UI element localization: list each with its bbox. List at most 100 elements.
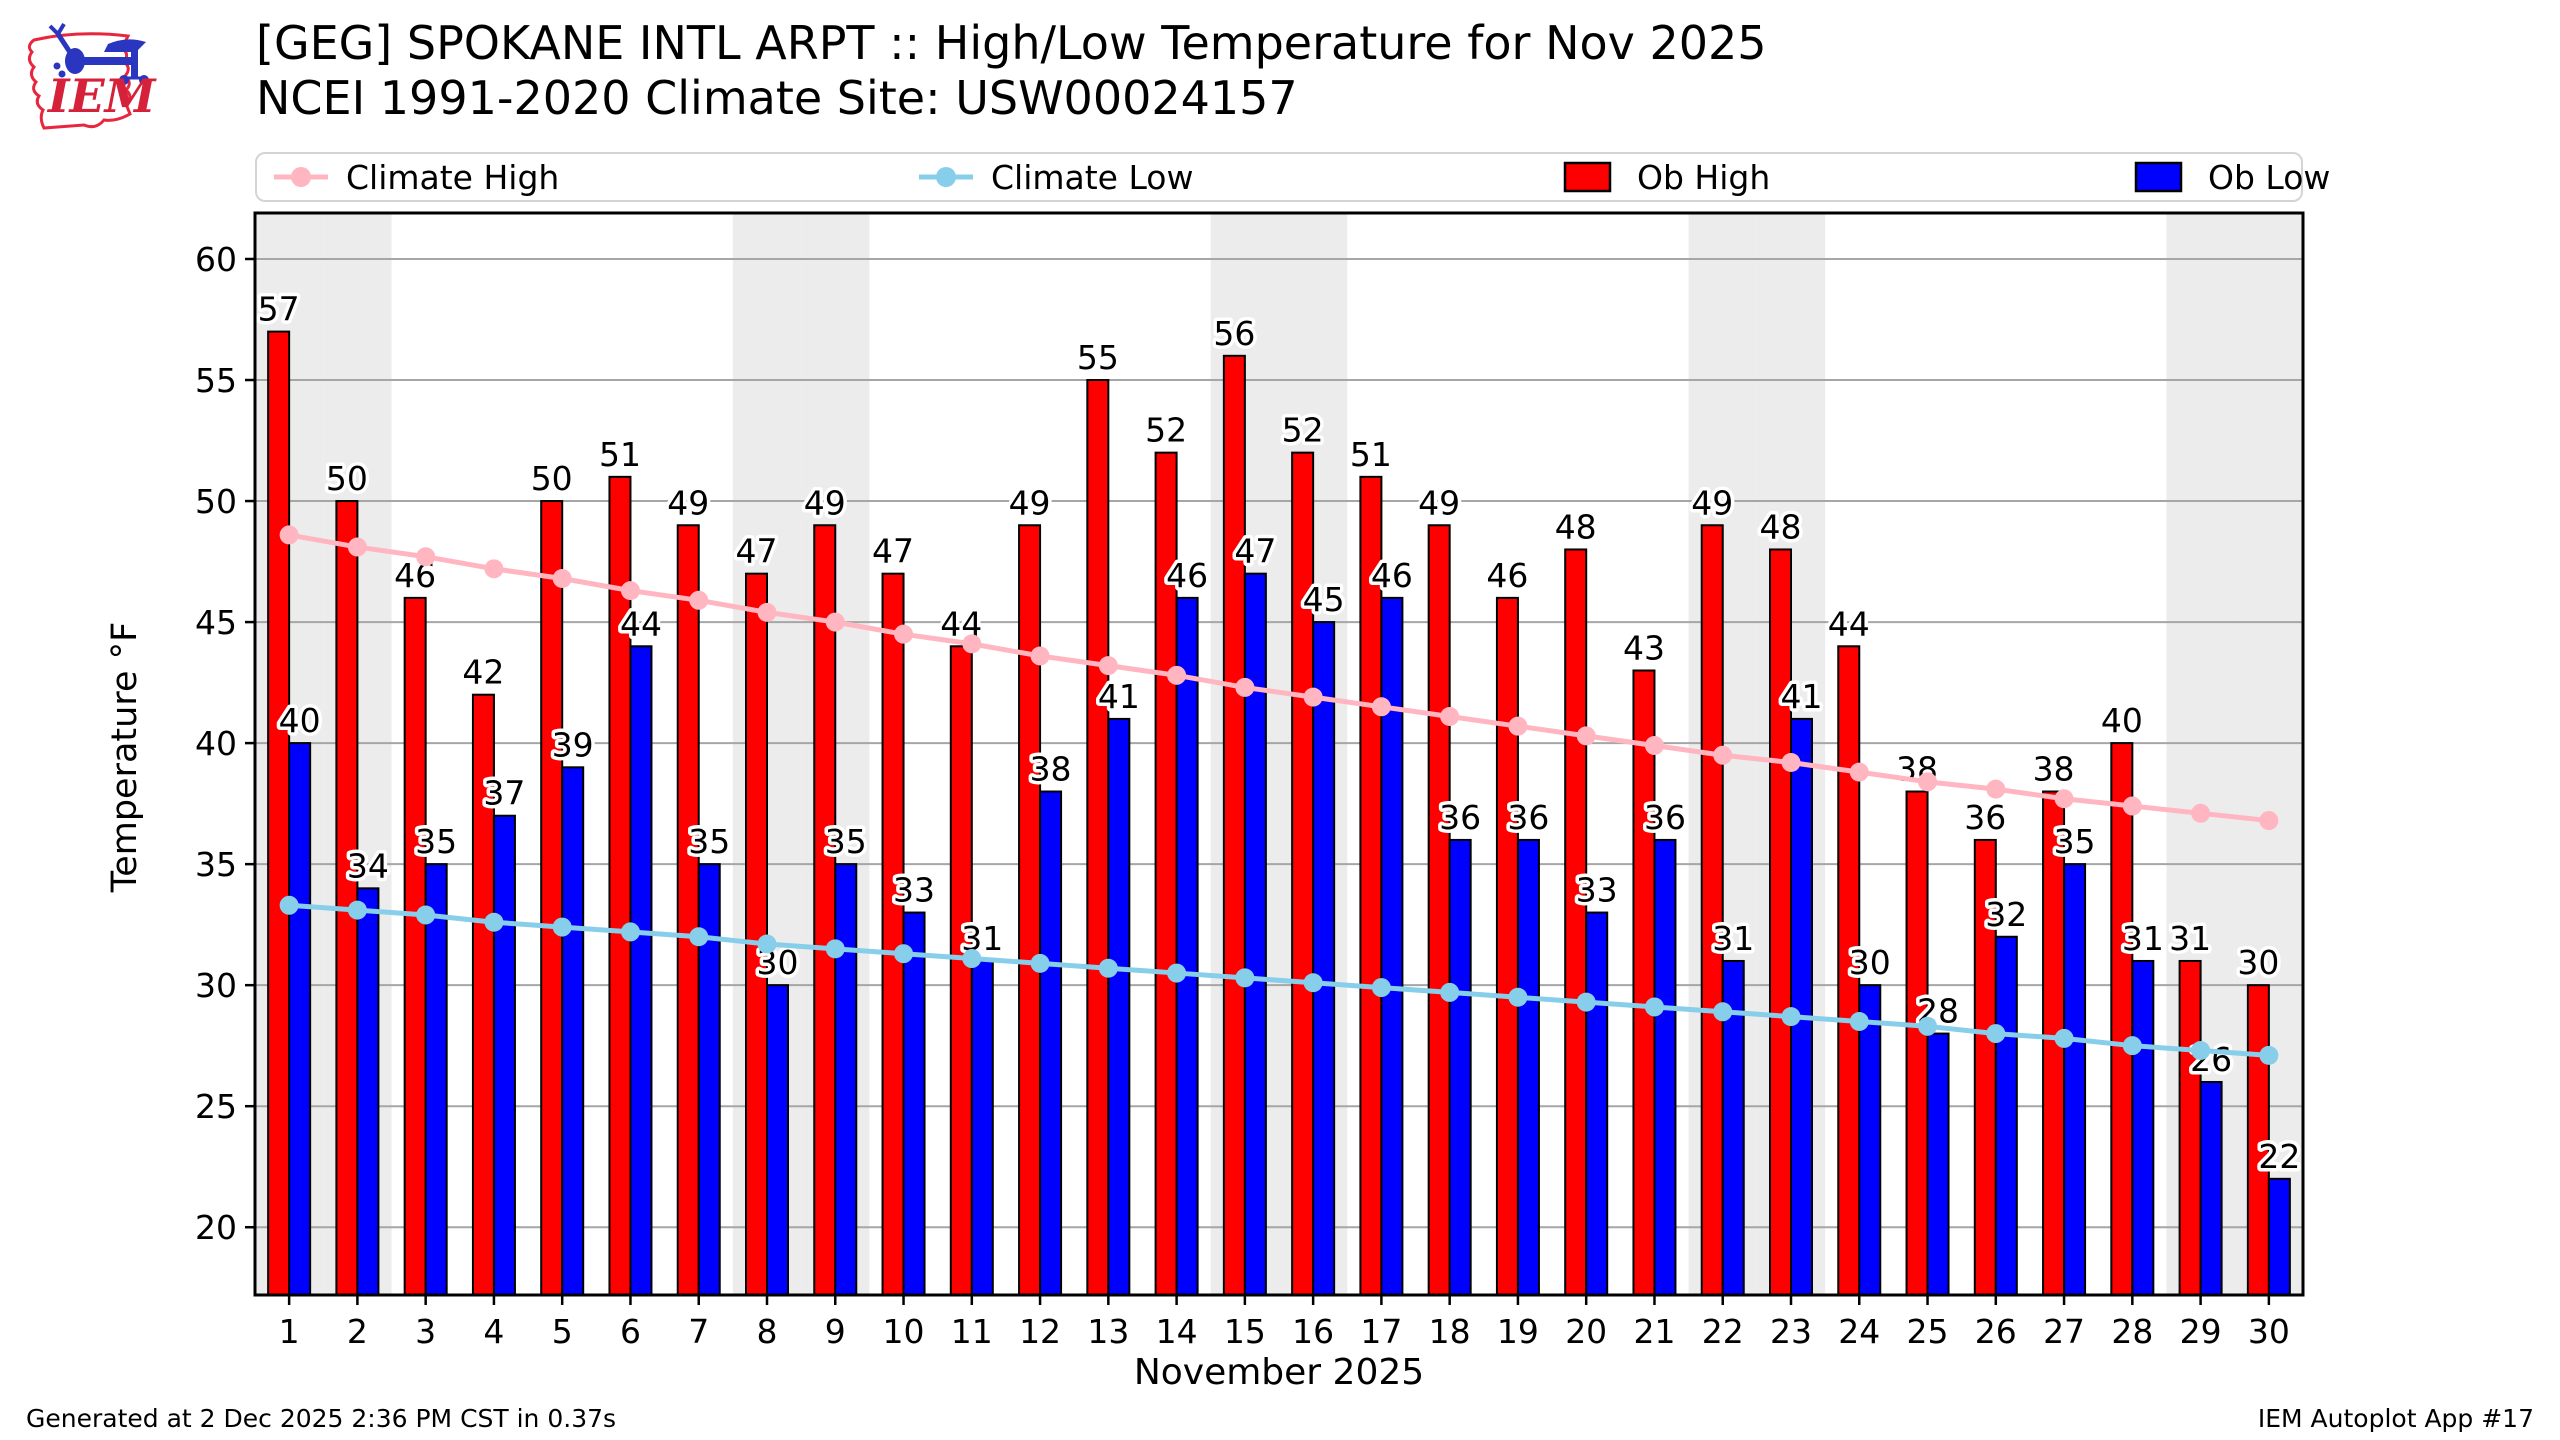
ob-low-bar — [902, 911, 926, 1296]
x-tick-label: 15 — [1224, 1312, 1266, 1351]
ob-low-bar — [561, 766, 585, 1296]
climate-low-marker — [1781, 1007, 1801, 1027]
climate-high-marker — [1167, 665, 1187, 685]
climate-low-marker — [1849, 1011, 1869, 1031]
climate-low-marker — [1713, 1002, 1733, 1022]
climate-high-marker — [689, 590, 709, 610]
bar-label: 46 — [1486, 556, 1528, 595]
climate-high-line — [288, 532, 2270, 824]
bar-label: 41 — [1098, 677, 1140, 716]
ob-high-bar — [949, 645, 973, 1296]
ob-high-bar — [2178, 959, 2202, 1296]
x-tick-label: 27 — [2043, 1312, 2085, 1351]
legend: Climate High Climate Low Ob High Ob Low — [255, 152, 2330, 202]
legend-item-ob-high: Ob High — [1563, 154, 1770, 200]
chart-title: [GEG] SPOKANE INTL ARPT :: High/Low Temp… — [256, 16, 1767, 70]
footer-app-name: IEM Autoplot App #17 — [2257, 1404, 2534, 1433]
climate-high-marker — [1781, 752, 1801, 772]
climate-high-marker — [1508, 716, 1528, 736]
climate-low-marker — [1167, 963, 1187, 983]
ob-high-bar — [1018, 524, 1042, 1296]
x-tick-label: 30 — [2248, 1312, 2290, 1351]
legend-label: Ob Low — [2208, 157, 2331, 197]
ob-low-bar — [629, 645, 653, 1296]
x-axis-title: November 2025 — [1133, 1352, 1425, 1393]
bar-label: 31 — [2169, 919, 2211, 958]
ob-low-bar — [834, 863, 858, 1296]
bar-label: 49 — [1691, 483, 1733, 522]
climate-low-marker — [552, 917, 572, 937]
bar-label: 52 — [1145, 411, 1187, 450]
ob-low-bar — [1039, 790, 1063, 1297]
bar-label: 34 — [347, 846, 389, 885]
climate-low-marker — [1440, 982, 1460, 1002]
climate-low-marker — [416, 905, 436, 925]
bar-label: 35 — [688, 822, 730, 861]
x-tick-label: 24 — [1838, 1312, 1880, 1351]
climate-high-marker — [2259, 811, 2279, 831]
climate-high-marker — [1576, 726, 1596, 746]
legend-item-ob-low: Ob Low — [2134, 154, 2330, 200]
bar-label: 40 — [2101, 701, 2143, 740]
climate-low-marker — [2054, 1028, 2074, 1048]
x-tick-label: 3 — [415, 1312, 436, 1351]
ob-low-bar — [1858, 984, 1882, 1296]
ob-high-bar — [813, 524, 837, 1296]
ob-high-bar — [335, 500, 359, 1297]
bar-label: 35 — [415, 822, 457, 861]
climate-low-marker — [1576, 992, 1596, 1012]
legend-swatch-icon — [2134, 161, 2183, 193]
climate-high-marker — [484, 559, 504, 579]
y-axis-title: Temperature °F — [105, 621, 145, 893]
x-tick-label: 1 — [279, 1312, 300, 1351]
x-tick-label: 12 — [1019, 1312, 1061, 1351]
bar-label: 44 — [1828, 604, 1870, 643]
climate-low-marker — [347, 900, 367, 920]
ob-low-bar — [356, 887, 380, 1296]
x-tick-label: 16 — [1292, 1312, 1334, 1351]
ob-high-bar — [1564, 548, 1588, 1296]
plot-border — [253, 211, 2305, 1297]
climate-low-marker — [757, 934, 777, 954]
x-tick-label: 20 — [1565, 1312, 1607, 1351]
ob-high-bar — [2110, 742, 2134, 1296]
x-tick-label: 7 — [688, 1312, 709, 1351]
bar-label: 38 — [2033, 750, 2075, 789]
ob-high-bar — [1427, 524, 1451, 1296]
x-tick-label: 29 — [2180, 1312, 2222, 1351]
climate-high-marker — [1440, 706, 1460, 726]
climate-low-marker — [1986, 1024, 2006, 1044]
bar-label: 36 — [1644, 798, 1686, 837]
x-tick-label: 14 — [1156, 1312, 1198, 1351]
bar-label: 36 — [1964, 798, 2006, 837]
ob-high-bar — [267, 330, 291, 1296]
x-tick-label: 2 — [347, 1312, 368, 1351]
bar-label: 33 — [1576, 871, 1618, 910]
bar-label: 45 — [1303, 580, 1345, 619]
x-tick-label: 22 — [1702, 1312, 1744, 1351]
bar-label: 43 — [1623, 628, 1665, 667]
legend-item-climate-low: Climate Low — [917, 154, 1193, 200]
ob-low-bar — [2199, 1080, 2223, 1296]
bar-label: 47 — [736, 532, 778, 571]
ob-low-bar — [1790, 717, 1813, 1296]
climate-high-marker — [1371, 697, 1391, 717]
y-tick-label: 45 — [195, 603, 237, 642]
legend-label: Climate Low — [991, 157, 1194, 197]
climate-low-marker — [484, 912, 504, 932]
y-tick-label: 20 — [195, 1208, 237, 1247]
bar-label: 36 — [1439, 798, 1481, 837]
ob-low-bar — [1312, 621, 1336, 1296]
climate-low-marker — [689, 927, 709, 947]
ob-low-bar — [492, 814, 516, 1297]
ob-low-bar — [424, 863, 448, 1296]
chart-subtitle: NCEI 1991-2020 Climate Site: USW00024157 — [256, 71, 1298, 125]
x-tick-label: 4 — [483, 1312, 504, 1351]
legend-item-climate-high: Climate High — [272, 154, 559, 200]
climate-high-marker — [2191, 803, 2211, 823]
bar-label: 36 — [1507, 798, 1549, 837]
ob-high-bar — [1359, 475, 1383, 1297]
climate-high-marker — [757, 602, 777, 622]
x-tick-label: 8 — [757, 1312, 778, 1351]
climate-low-marker — [1918, 1016, 1938, 1036]
